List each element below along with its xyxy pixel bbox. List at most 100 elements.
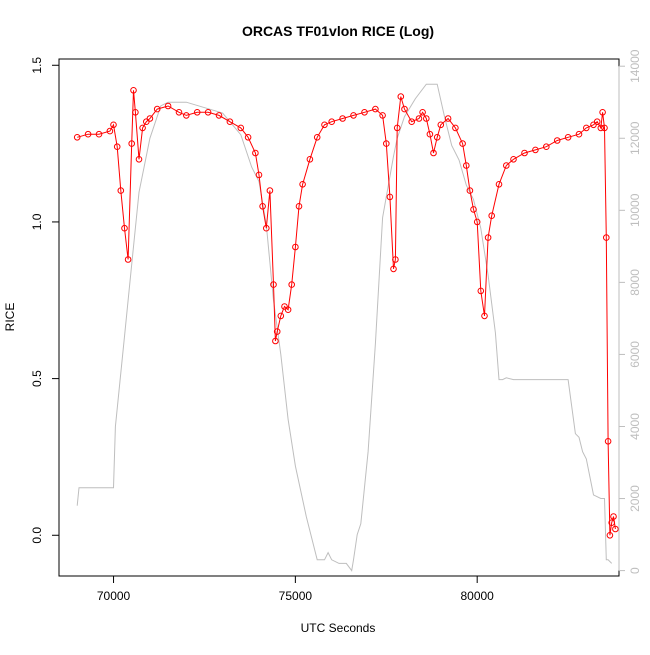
rice-point <box>259 203 266 210</box>
rice-point <box>106 127 114 135</box>
rice-point <box>110 121 117 129</box>
x-tick-label: 70000 <box>97 589 131 603</box>
rice-line <box>77 90 616 536</box>
y2-tick-label: 6000 <box>628 341 642 368</box>
rice-point <box>426 130 434 138</box>
rice-point <box>124 256 132 263</box>
rice-point <box>339 115 346 122</box>
chart-title: ORCAS TF01vlon RICE (Log) <box>242 23 434 39</box>
rice-point <box>130 87 137 94</box>
rice-point <box>292 243 299 251</box>
rice-point <box>599 109 606 116</box>
rice-point <box>423 115 430 122</box>
rice-point <box>193 109 201 116</box>
rice-point <box>481 312 488 320</box>
rice-point <box>543 143 550 150</box>
y-tick-label: 0.0 <box>30 527 44 544</box>
y2-tick-label: 10000 <box>628 193 642 227</box>
rice-point <box>610 513 617 520</box>
rice-point <box>521 149 528 157</box>
rice-point <box>215 112 223 119</box>
rice-point <box>415 115 423 122</box>
rice-point <box>433 134 441 141</box>
rice-point <box>263 224 270 232</box>
rice-point <box>146 115 154 122</box>
rice-point <box>244 134 252 141</box>
rice-point <box>84 130 92 138</box>
altitude-series-layer <box>76 83 613 572</box>
rice-point <box>397 93 405 100</box>
rice-point <box>299 181 306 188</box>
rice-point <box>386 193 394 201</box>
y-axis-right: 0 2000 4000 6000 8000 10000 12000 14000 <box>618 49 642 574</box>
rice-point <box>452 124 459 132</box>
rice-point <box>593 118 601 125</box>
rice-point <box>532 146 539 154</box>
rice-point <box>226 118 234 125</box>
rice-point <box>473 218 481 226</box>
rice-point <box>270 281 277 288</box>
rice-point <box>252 149 259 157</box>
rice-point <box>510 156 517 163</box>
rice-point <box>437 121 445 129</box>
rice-point <box>583 124 590 132</box>
y2-tick-label: 12000 <box>628 121 642 155</box>
rice-point <box>295 203 303 210</box>
rice-point <box>321 121 328 129</box>
x-tick-label: 80000 <box>460 589 494 603</box>
rice-point <box>488 212 496 219</box>
rice-point <box>361 109 368 116</box>
rice-series-layer <box>73 87 619 539</box>
rice-point <box>390 265 397 273</box>
rice-point <box>459 140 466 147</box>
y-axis-label: RICE <box>3 303 17 332</box>
rice-point <box>408 118 416 125</box>
rice-point <box>372 105 379 113</box>
rice-point <box>121 224 128 232</box>
rice-point <box>612 525 619 533</box>
rice-point <box>606 532 614 539</box>
rice-point <box>313 134 321 141</box>
rice-point <box>350 112 357 119</box>
rice-point <box>393 124 401 132</box>
rice-point <box>401 105 408 113</box>
rice-point <box>603 234 610 241</box>
rice-point <box>132 109 139 116</box>
rice-point <box>266 187 274 194</box>
rice-point <box>503 162 510 169</box>
rice-point <box>284 306 292 314</box>
x-axis: 70000 75000 80000 <box>97 575 494 603</box>
rice-point <box>164 102 172 110</box>
rice-point <box>183 112 190 119</box>
rice-point <box>597 124 605 132</box>
y2-tick-label: 14000 <box>628 49 642 83</box>
rice-point <box>608 519 616 527</box>
rice-point <box>604 438 612 445</box>
y2-tick-label: 4000 <box>628 413 642 440</box>
rice-point <box>419 109 426 116</box>
rice-point <box>379 112 386 119</box>
rice-point <box>383 140 390 147</box>
rice-point <box>392 256 399 263</box>
rice-point <box>255 171 263 179</box>
rice-point <box>495 181 503 188</box>
rice-point <box>73 134 81 141</box>
rice-point <box>139 124 146 132</box>
rice-point <box>430 149 437 157</box>
rice-point <box>444 115 452 122</box>
rice-point <box>113 143 121 150</box>
y2-tick-label: 0 <box>628 567 642 574</box>
y-axis-left: 0.0 0.5 1.0 1.5 <box>30 57 60 544</box>
rice-point <box>553 137 561 144</box>
rice-point <box>484 234 492 241</box>
y-tick-label: 1.5 <box>30 57 44 74</box>
rice-point <box>328 118 336 125</box>
altitude-line <box>76 83 613 572</box>
rice-point <box>153 105 161 113</box>
y2-tick-label: 8000 <box>628 269 642 296</box>
rice-point <box>477 287 485 295</box>
rice-point <box>564 134 572 141</box>
